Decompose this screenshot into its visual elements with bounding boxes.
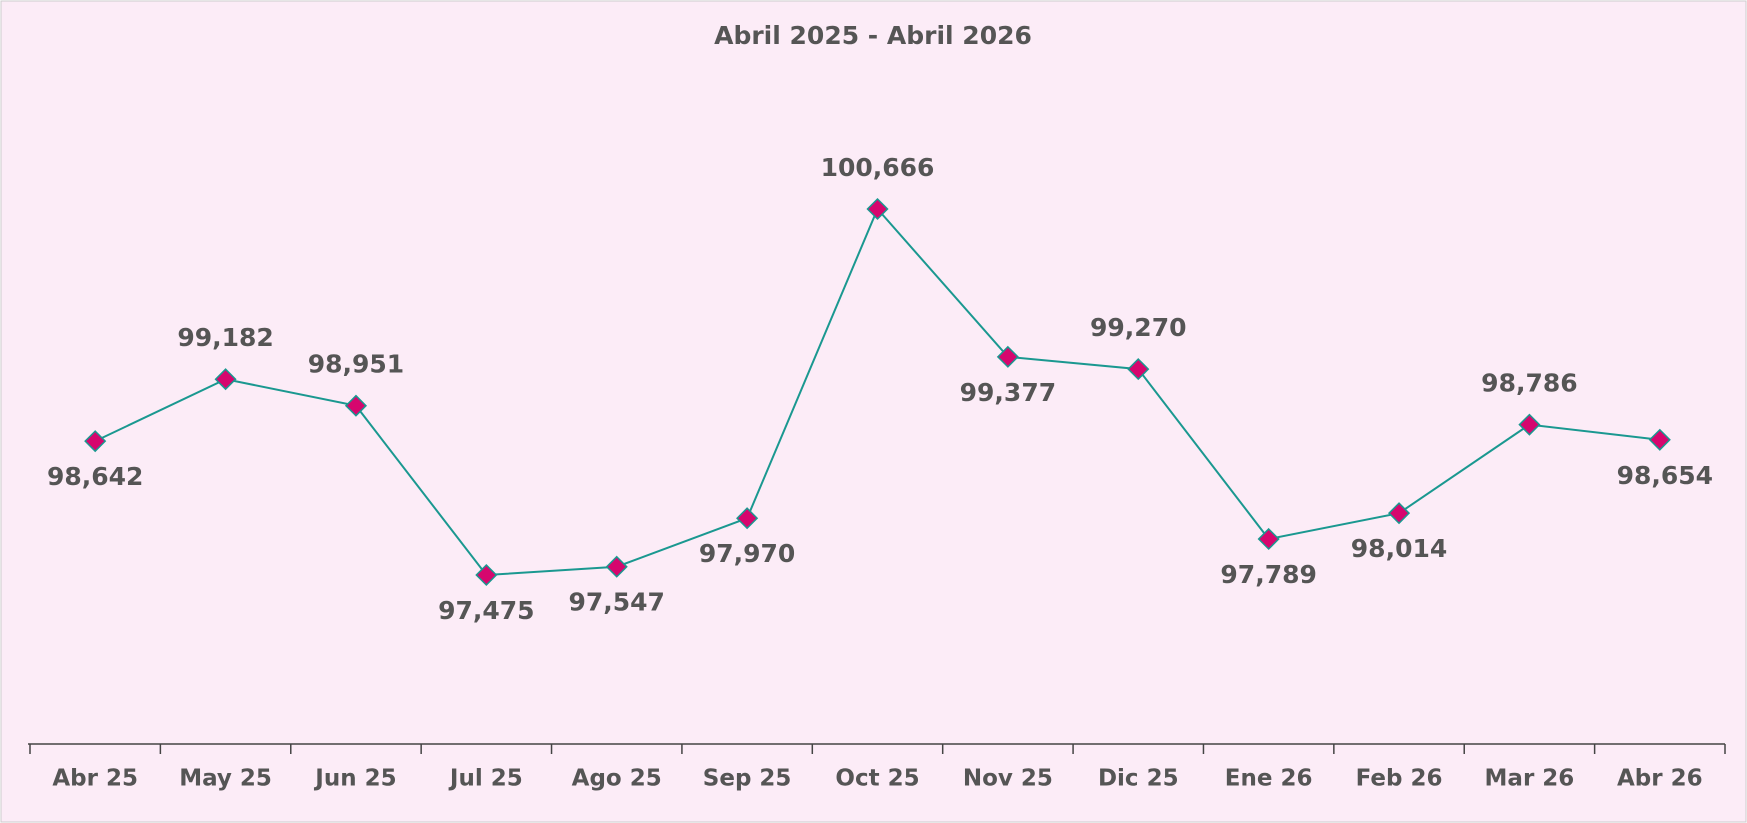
x-tick-label: Ago 25 [572,766,662,792]
marker [736,507,759,530]
data-label: 97,547 [568,588,664,617]
marker [344,394,368,417]
x-tick-label: Sep 25 [703,766,792,792]
marker [1387,502,1411,525]
x-tick-label: Feb 26 [1356,766,1443,792]
x-tick-label: Jun 25 [313,766,396,792]
x-tick-label: May 25 [179,766,272,792]
data-label: 97,475 [438,596,534,625]
marker [1648,428,1671,451]
marker [866,197,889,221]
data-label: 99,270 [1090,313,1186,342]
data-label: 98,014 [1351,534,1447,563]
x-tick-label: Ene 26 [1225,766,1313,792]
data-label: 98,642 [47,462,143,491]
x-tick-label: Abr 26 [1617,766,1703,792]
x-tick-label: Jul 25 [448,766,523,792]
marker [214,368,237,391]
marker [1257,527,1280,551]
marker [475,563,498,587]
data-label: 98,654 [1617,461,1713,490]
x-tick-label: Oct 25 [835,766,919,792]
data-label: 98,951 [308,350,404,379]
chart-title: Abril 2025 - Abril 2026 [714,21,1032,50]
x-tick-label: Abr 25 [52,766,138,792]
marker [1518,413,1541,436]
x-tick-label: Nov 25 [963,766,1053,792]
marker [84,430,107,453]
data-label: 97,970 [699,539,795,568]
data-label: 99,182 [177,323,273,352]
marker [605,555,628,578]
marker [1127,358,1150,381]
data-label: 100,666 [821,153,935,182]
data-label: 98,786 [1481,369,1577,398]
data-label: 99,377 [960,378,1056,407]
marker [996,345,1019,368]
data-label: 97,789 [1220,560,1316,589]
x-tick-label: Mar 26 [1485,766,1575,792]
x-tick-label: Dic 25 [1098,766,1179,792]
